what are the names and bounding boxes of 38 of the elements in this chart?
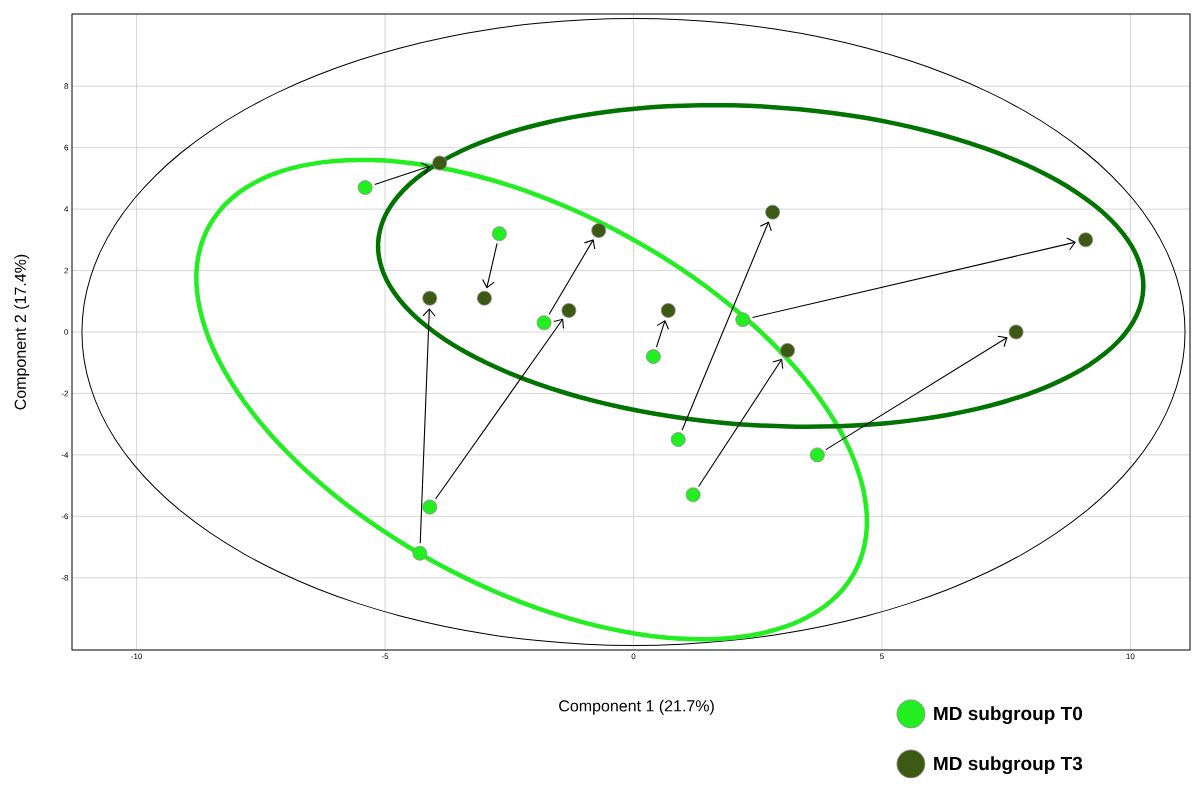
point: [685, 487, 701, 503]
x-tick-label: -10: [131, 653, 143, 660]
point: [660, 303, 676, 318]
point: [780, 343, 795, 358]
legend-label: MD subgroup T0: [934, 706, 1083, 725]
point: [765, 204, 781, 220]
point: [357, 180, 373, 195]
y-tick-label: 8: [64, 83, 69, 90]
point: [422, 499, 438, 515]
point: [412, 545, 428, 561]
y-axis-title: Component 2 (17.4%): [14, 254, 30, 410]
y-tick-label: -4: [61, 452, 69, 458]
y-tick-label: 2: [64, 267, 69, 274]
point: [536, 315, 552, 331]
y-tick-label: -6: [61, 513, 69, 520]
point: [477, 290, 492, 306]
y-tick-label: 6: [64, 144, 69, 151]
x-axis-title: Component 1 (21.7%): [559, 699, 714, 715]
point: [1078, 232, 1094, 248]
legend-label: MD subgroup T3: [934, 756, 1083, 775]
y-tick-label: -2: [61, 390, 69, 397]
point: [422, 290, 438, 306]
x-tick-label: -5: [381, 653, 389, 660]
point: [591, 223, 607, 238]
x-tick-label: 0: [631, 653, 636, 660]
x-tick-label: 5: [880, 653, 884, 660]
y-tick-label: -8: [61, 574, 69, 581]
point: [670, 432, 686, 447]
point: [809, 447, 825, 463]
point: [735, 312, 751, 328]
point: [561, 303, 577, 318]
point: [1008, 324, 1024, 340]
y-tick-label: 4: [64, 206, 69, 212]
point: [491, 226, 507, 242]
point: [645, 349, 661, 364]
x-tick-label: 10: [1126, 653, 1135, 660]
point: [432, 155, 448, 171]
y-tick-label: 0: [64, 329, 69, 335]
